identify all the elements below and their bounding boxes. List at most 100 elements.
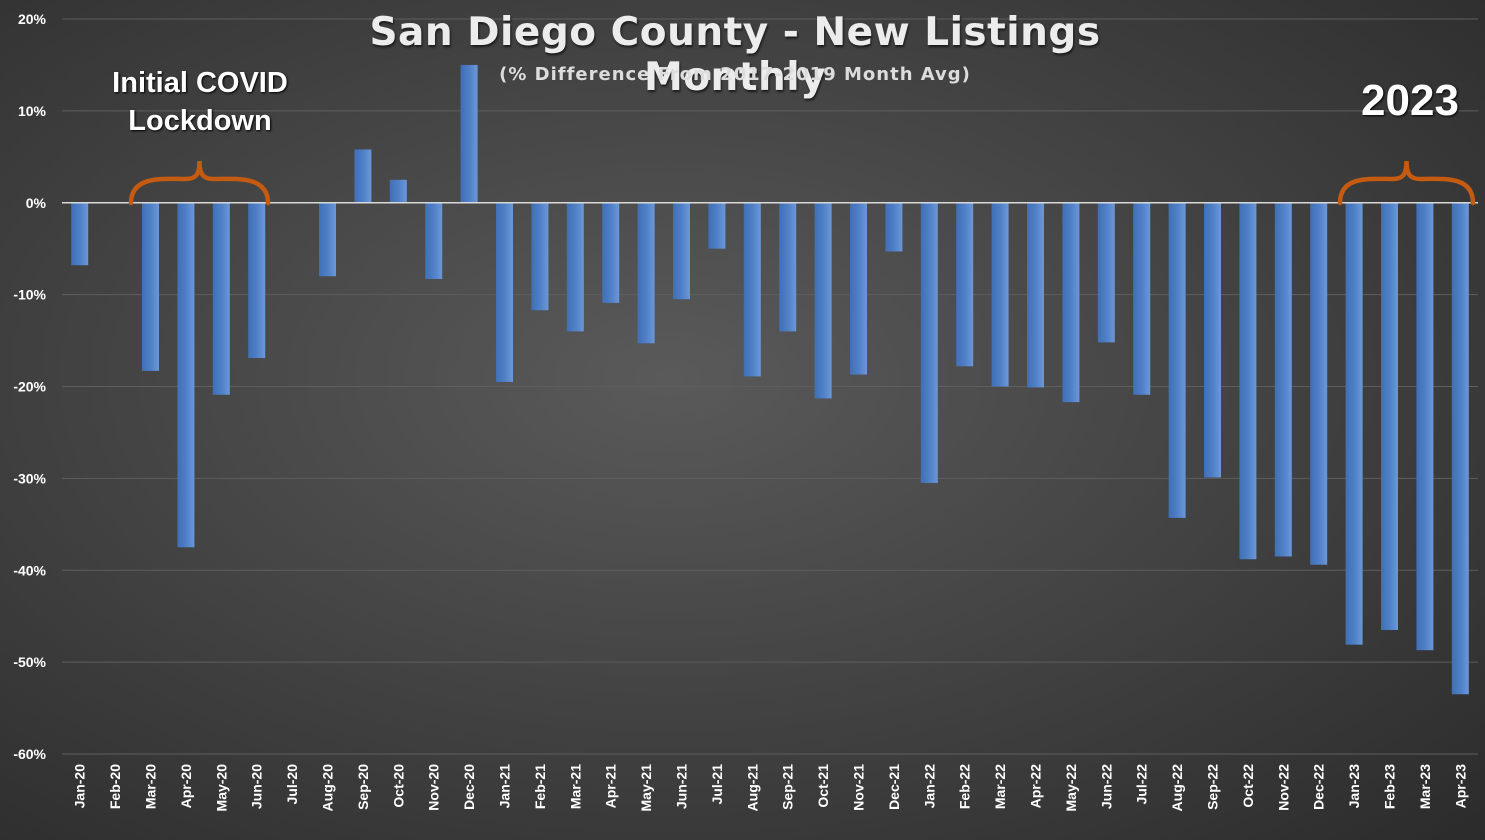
x-tick-label: Apr-21: [603, 764, 619, 809]
y-tick-label: -40%: [13, 562, 46, 578]
bar-jan-22: [920, 202, 938, 483]
y-tick-label: 10%: [18, 103, 47, 119]
covid-annotation-line-1: Initial COVID: [112, 67, 288, 99]
bar-sep-21: [779, 202, 797, 332]
bar-jul-21: [708, 202, 726, 249]
x-tick-label: Aug-22: [1169, 764, 1185, 812]
covid-annotation: Initial COVID Lockdown: [95, 64, 305, 140]
bar-jan-20: [71, 202, 89, 266]
bar-jun-22: [1097, 202, 1115, 343]
x-tick-label: Jul-20: [284, 764, 300, 805]
x-tick-label: Jan-21: [497, 764, 513, 809]
x-tick-label: Nov-20: [426, 764, 442, 811]
bar-jan-23: [1345, 202, 1363, 645]
covid-annotation-line-2: Lockdown: [128, 105, 272, 137]
chart-subtitle: (% Difference From 2017-2019 Month Avg): [499, 64, 971, 85]
x-tick-label: Dec-20: [461, 764, 477, 810]
x-axis-ticks: Jan-20 Feb-20 Mar-20 Apr-20 May-20 Jun-20 Jul-…: [72, 764, 1469, 812]
bar-apr-20: [177, 202, 195, 548]
x-tick-label: May-22: [1063, 764, 1079, 812]
bar-oct-21: [814, 202, 832, 399]
y-tick-label: -60%: [13, 746, 46, 762]
x-tick-label: Jun-22: [1098, 764, 1114, 809]
annotation-brackets: [128, 160, 1476, 206]
x-tick-label: May-20: [213, 764, 229, 812]
x-tick-label: Aug-20: [320, 764, 336, 812]
bar-jun-21: [673, 202, 690, 300]
x-tick-label: Mar-21: [567, 764, 583, 809]
bar-sep-22: [1204, 202, 1221, 478]
bar-nov-22: [1274, 202, 1292, 557]
bar-nov-21: [850, 202, 867, 375]
bar-apr-23: [1451, 202, 1469, 695]
x-tick-label: Dec-22: [1311, 764, 1327, 810]
x-tick-label: Aug-21: [744, 764, 760, 812]
x-tick-label: Sep-20: [355, 764, 371, 810]
bar-aug-20: [319, 202, 336, 277]
x-tick-label: Nov-21: [851, 764, 867, 811]
x-tick-label: Feb-21: [532, 764, 548, 809]
bar-aug-21: [743, 202, 761, 377]
x-tick-label: May-21: [638, 764, 654, 812]
year-2023-bracket: [1337, 160, 1476, 206]
y-axis-ticks: 20% 10% 0% -10% -20% -30% -40% -50% -60%: [13, 11, 46, 762]
bar-mar-20: [142, 202, 159, 371]
x-tick-label: Oct-21: [815, 764, 831, 808]
bar-feb-21: [531, 202, 549, 311]
bar-mar-21: [566, 202, 584, 332]
x-tick-label: Oct-22: [1240, 764, 1256, 808]
bar-may-22: [1062, 202, 1080, 403]
bar-dec-20: [460, 64, 478, 203]
gridlines: [62, 18, 1478, 755]
bar-oct-20: [389, 179, 407, 203]
chart-title: San Diego County - New Listings Monthly: [369, 10, 1101, 100]
x-tick-label: Jun-21: [674, 764, 690, 809]
bar-jan-21: [496, 202, 513, 382]
bar-feb-23: [1381, 202, 1398, 630]
bar-jul-22: [1133, 202, 1151, 395]
bar-mar-22: [991, 202, 1009, 387]
bar-may-21: [637, 202, 655, 344]
bar-oct-22: [1239, 202, 1257, 560]
x-tick-label: Apr-20: [178, 764, 194, 809]
y-tick-label: 0%: [26, 195, 47, 211]
x-tick-label: Mar-23: [1417, 764, 1433, 809]
x-tick-label: Oct-20: [390, 764, 406, 808]
x-tick-label: Jan-23: [1346, 764, 1362, 809]
y-tick-label: -20%: [13, 379, 46, 395]
bar-nov-20: [425, 202, 443, 280]
bar-dec-22: [1310, 202, 1328, 565]
year-2023-annotation: 2023: [1361, 76, 1459, 125]
bar-jun-20: [248, 202, 266, 359]
bar-may-20: [212, 202, 230, 395]
x-tick-label: Sep-22: [1205, 764, 1221, 810]
x-tick-label: Feb-23: [1382, 764, 1398, 809]
x-tick-label: Apr-22: [1028, 764, 1044, 809]
x-tick-label: Sep-21: [780, 764, 796, 810]
bar-apr-21: [602, 202, 620, 303]
x-tick-label: Jul-21: [709, 764, 725, 805]
x-tick-label: Jan-22: [921, 764, 937, 809]
bars: [71, 64, 1469, 695]
x-tick-label: Nov-22: [1275, 764, 1291, 811]
y-tick-label: -10%: [13, 287, 46, 303]
y-tick-label: 20%: [18, 11, 47, 27]
bar-sep-20: [354, 149, 372, 203]
bar-mar-23: [1416, 202, 1434, 651]
bar-aug-22: [1168, 202, 1186, 518]
x-tick-label: Mar-22: [992, 764, 1008, 809]
bar-feb-22: [956, 202, 974, 367]
y-tick-label: -50%: [13, 654, 46, 670]
x-tick-label: Jul-22: [1134, 764, 1150, 805]
x-tick-label: Feb-22: [957, 764, 973, 809]
x-tick-label: Apr-23: [1452, 764, 1468, 809]
x-tick-label: Dec-21: [886, 764, 902, 810]
covid-bracket: [128, 160, 271, 206]
x-tick-label: Jun-20: [249, 764, 265, 809]
x-tick-label: Feb-20: [107, 764, 123, 809]
bar-apr-22: [1027, 202, 1044, 388]
x-tick-label: Jan-20: [72, 764, 88, 809]
y-tick-label: -30%: [13, 470, 46, 486]
